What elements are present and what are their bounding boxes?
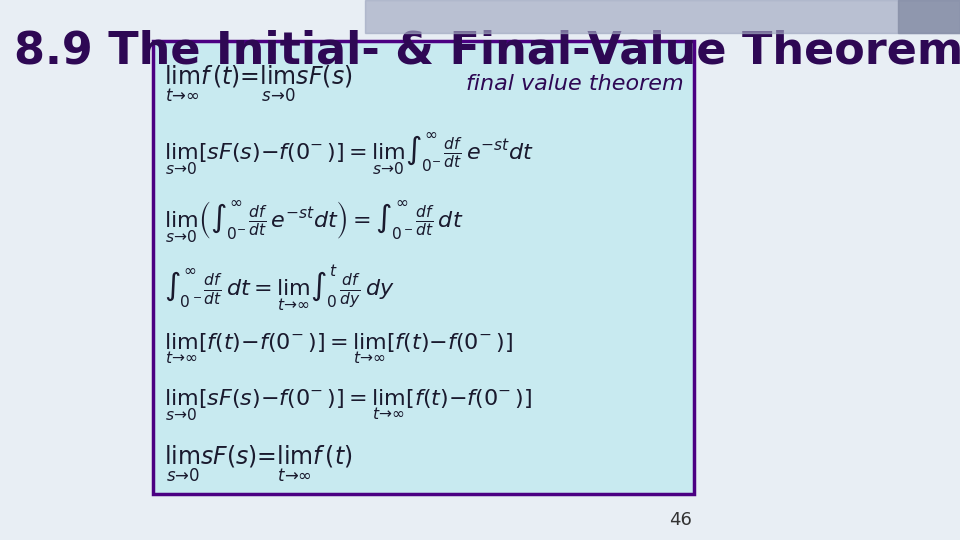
FancyBboxPatch shape	[154, 40, 694, 494]
Text: $\lim_{s \to 0}\left[sF(s) - f(0^-)\right] = \lim_{s \to 0}\int_{0^-}^{\infty}\f: $\lim_{s \to 0}\left[sF(s) - f(0^-)\righ…	[164, 131, 534, 177]
Text: $\lim_{s \to 0}\left(\int_{0^-}^{\infty}\frac{df}{dt}\,e^{-st}dt\right) = \int_{: $\lim_{s \to 0}\left(\int_{0^-}^{\infty}…	[164, 198, 464, 245]
Text: $\lim_{s \to 0} sF(s) = \lim_{t \to \infty} f\,(t)$: $\lim_{s \to 0} sF(s) = \lim_{t \to \inf…	[164, 444, 352, 484]
Text: 46: 46	[669, 511, 692, 529]
Text: $\lim_{t \to \infty} f\,(t) = \lim_{s \to 0} sF(s)$: $\lim_{t \to \infty} f\,(t) = \lim_{s \t…	[164, 64, 352, 104]
Text: 8.9 The Initial- & Final-Value Theorems: 8.9 The Initial- & Final-Value Theorems	[14, 30, 960, 73]
Text: $\lim_{t \to \infty}\left[f(t) - f(0^-)\right] = \lim_{t \to \infty}\left[f(t) -: $\lim_{t \to \infty}\left[f(t) - f(0^-)\…	[164, 331, 513, 366]
Text: $\int_{0^-}^{\infty}\frac{df}{dt}\,dt = \lim_{t \to \infty}\int_{0}^{t}\frac{df}: $\int_{0^-}^{\infty}\frac{df}{dt}\,dt = …	[164, 264, 395, 314]
Text: $\lim_{s \to 0}\left[sF(s) - f(0^-)\right] = \lim_{t \to \infty}\left[f(t) - f(0: $\lim_{s \to 0}\left[sF(s) - f(0^-)\righ…	[164, 387, 533, 423]
Text: final value theorem: final value theorem	[466, 73, 684, 94]
